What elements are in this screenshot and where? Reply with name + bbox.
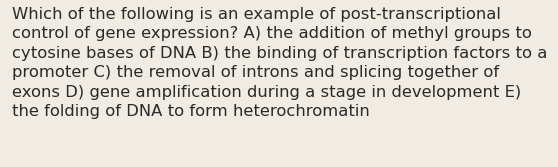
Text: Which of the following is an example of post-transcriptional
control of gene exp: Which of the following is an example of … [12, 7, 547, 119]
